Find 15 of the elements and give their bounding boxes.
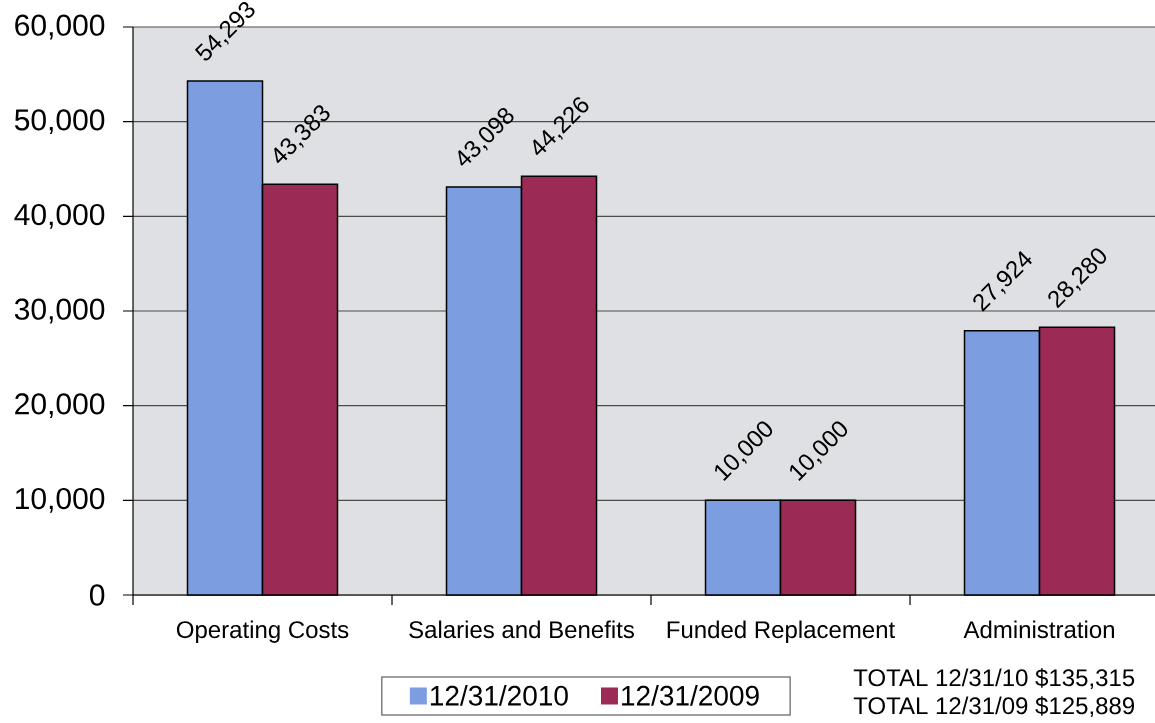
y-tick-label: 20,000 — [15, 393, 105, 419]
y-tick-label: 40,000 — [14, 203, 105, 229]
y-tick-label: 50,000 — [14, 109, 105, 135]
x-tick-label: Funded Replacement — [667, 620, 896, 643]
x-tick-label: Administration — [963, 620, 1114, 639]
y-tick-label: 0 — [89, 584, 105, 606]
text: TOTAL 12/31/09 $125,889 — [853, 696, 1135, 718]
x-tick-label: Operating Costs — [176, 620, 349, 643]
text: TOTAL 12/31/10 $135,315 — [853, 668, 1135, 690]
legend-label: 12/31/2010 — [430, 685, 568, 706]
y-tick-label: 10,000 — [16, 487, 105, 513]
legend-label: 12/31/2009 — [622, 685, 759, 706]
y-tick-label: 30,000 — [14, 298, 105, 324]
y-tick-label: 60,000 — [15, 14, 105, 40]
x-tick-label: Salaries and Benefits — [409, 620, 634, 639]
